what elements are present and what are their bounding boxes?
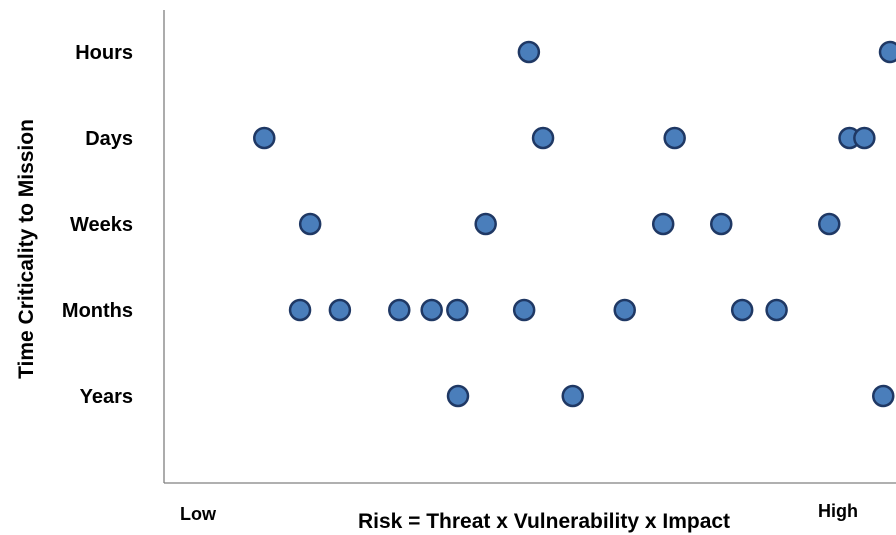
data-point xyxy=(420,298,443,322)
data-point xyxy=(710,212,733,236)
y-tick-label: Days xyxy=(85,128,133,150)
data-point xyxy=(651,212,675,236)
x-axis-title: Risk = Threat x Vulnerability x Impact xyxy=(358,510,730,533)
data-point xyxy=(853,126,876,150)
data-point xyxy=(474,212,497,236)
data-point xyxy=(818,212,841,236)
data-point xyxy=(517,40,541,64)
data-point xyxy=(531,126,555,150)
data-point xyxy=(765,298,788,322)
x-low-label: Low xyxy=(180,504,217,524)
data-point xyxy=(872,384,895,408)
data-point xyxy=(730,298,754,322)
data-point xyxy=(298,212,322,236)
y-tick-label: Months xyxy=(62,300,133,322)
data-point xyxy=(613,298,636,322)
y-tick-label: Weeks xyxy=(70,214,133,236)
y-tick-label: Hours xyxy=(75,42,133,64)
data-point xyxy=(446,298,469,322)
data-point xyxy=(253,126,276,150)
data-point xyxy=(328,298,352,322)
data-point xyxy=(561,384,584,408)
data-point xyxy=(663,126,686,150)
data-points xyxy=(253,40,896,408)
x-high-label: High xyxy=(818,501,858,521)
data-point xyxy=(446,384,470,408)
data-point xyxy=(878,40,896,64)
y-tick-labels: Years Months Weeks Days Hours xyxy=(62,42,133,408)
data-point xyxy=(512,298,536,322)
axes xyxy=(163,10,896,484)
data-point xyxy=(388,298,411,322)
y-tick-label: Years xyxy=(80,386,133,408)
y-axis-title: Time Criticality to Mission xyxy=(15,119,38,379)
data-point xyxy=(288,298,312,322)
